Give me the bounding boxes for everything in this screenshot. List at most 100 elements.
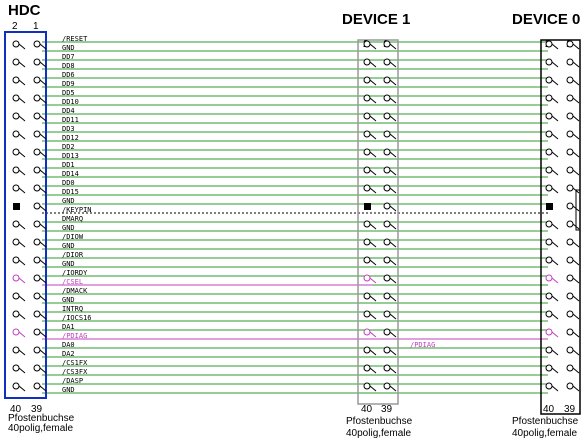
pin (383, 148, 391, 156)
pin (566, 148, 574, 156)
pin (33, 112, 41, 120)
pin-lead (39, 187, 47, 194)
pin (12, 58, 20, 66)
pin-lead (389, 97, 397, 104)
pin-lead (18, 151, 26, 158)
pin (566, 58, 574, 66)
pin (33, 256, 41, 264)
pin (545, 274, 553, 282)
pin (566, 346, 574, 354)
pin (383, 202, 391, 210)
pin (383, 130, 391, 138)
pin (566, 130, 574, 138)
signal-label: GND (62, 296, 75, 304)
pin (33, 40, 41, 48)
pin (33, 328, 41, 336)
pin (12, 76, 20, 84)
pin (566, 184, 574, 192)
pin (566, 364, 574, 372)
pin-lead (551, 187, 559, 194)
pin-lead (389, 385, 397, 392)
pin-lead (389, 241, 397, 248)
pin (363, 364, 371, 372)
pin-lead (389, 277, 397, 284)
pin (566, 328, 574, 336)
pin-lead (18, 277, 26, 284)
signal-label: DA0 (62, 341, 75, 349)
pin (12, 346, 20, 354)
pin-lead (18, 133, 26, 140)
pin-lead (39, 385, 47, 392)
pin-lead (551, 241, 559, 248)
pin-lead (389, 187, 397, 194)
pin (363, 130, 371, 138)
connector-name: DEVICE 0 (512, 11, 580, 28)
pin (545, 76, 553, 84)
pin-lead (551, 223, 559, 230)
pin (383, 346, 391, 354)
pin (33, 292, 41, 300)
pin (12, 40, 20, 48)
pin-lead (18, 331, 26, 338)
caption: 40polig,female (512, 428, 577, 439)
pin-lead (39, 169, 47, 176)
signal-label: DA2 (62, 350, 75, 358)
caption: Pfostenbuchse (512, 416, 579, 427)
pin-lead (551, 97, 559, 104)
pin-lead (39, 241, 47, 248)
pin-lead (39, 331, 47, 338)
caption: Pfostenbuchse (346, 416, 413, 427)
connector-box (540, 39, 581, 415)
pin-lead (18, 187, 26, 194)
key-notch (575, 189, 580, 231)
pin (383, 166, 391, 174)
pin (545, 112, 553, 120)
pin-lead (39, 295, 47, 302)
caption: 40polig,female (8, 423, 73, 434)
pin (12, 238, 20, 246)
pin-lead (18, 259, 26, 266)
pin-lead (572, 313, 580, 320)
pin-lead (18, 385, 26, 392)
pin-lead (18, 61, 26, 68)
pin-lead (369, 97, 377, 104)
pin-lead (18, 313, 26, 320)
pin (33, 346, 41, 354)
pin (383, 256, 391, 264)
pin (12, 130, 20, 138)
pin (383, 40, 391, 48)
pin-lead (572, 61, 580, 68)
pin-lead (572, 79, 580, 86)
pin (33, 202, 41, 210)
pin (12, 382, 20, 390)
signal-label: DD12 (62, 134, 79, 142)
pin-lead (369, 313, 377, 320)
pin-lead (551, 349, 559, 356)
pin-lead (551, 115, 559, 122)
pin-lead (572, 151, 580, 158)
pin (383, 292, 391, 300)
connector-name: HDC (8, 2, 41, 19)
signal-label: /CS1FX (62, 359, 88, 367)
signal-label: DA1 (62, 323, 75, 331)
pin-lead (572, 277, 580, 284)
pin (383, 94, 391, 102)
pin (545, 292, 553, 300)
pin-lead (389, 223, 397, 230)
pin (383, 274, 391, 282)
pin-lead (572, 133, 580, 140)
pin-lead (18, 241, 26, 248)
pin (566, 256, 574, 264)
pin (12, 94, 20, 102)
pin (33, 184, 41, 192)
pin (383, 238, 391, 246)
key-pin (13, 203, 20, 210)
pin (363, 256, 371, 264)
pin (566, 238, 574, 246)
pin-lead (551, 313, 559, 320)
pin (545, 382, 553, 390)
pin-lead (369, 43, 377, 50)
signal-label: /CS3FX (62, 368, 88, 376)
pin-lead (39, 259, 47, 266)
